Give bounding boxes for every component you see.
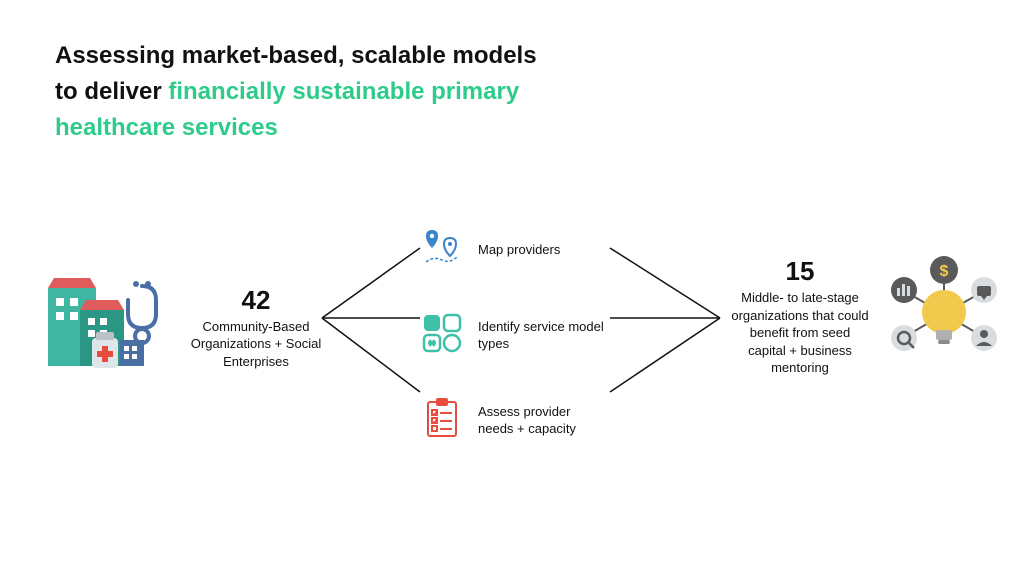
lightbulb-network-icon: $ (884, 254, 1004, 379)
hospital-icon (42, 270, 172, 385)
left-number: 42 (186, 285, 326, 316)
right-text-block: 15 Middle- to late-stage organizations t… (730, 256, 870, 377)
mid-row-2: Assess provider needs + capacity (420, 396, 620, 445)
mid-label-0: Map providers (478, 242, 608, 259)
map-pins-icon (420, 226, 464, 275)
mid-row-1: Identify service model types (420, 311, 620, 360)
grid-modules-icon (420, 311, 464, 360)
left-cluster: 42 Community-Based Organizations + Socia… (42, 270, 332, 385)
left-label: Community-Based Organizations + Social E… (186, 318, 326, 371)
title-line-3: healthcare services (55, 110, 615, 146)
mid-row-0: Map providers (420, 226, 620, 275)
mid-label-1: Identify service model types (478, 319, 608, 353)
title-plain-2: to deliver (55, 78, 168, 105)
right-cluster: 15 Middle- to late-stage organizations t… (730, 254, 1010, 379)
title-line-2: to deliver financially sustainable prima… (55, 74, 615, 110)
right-number: 15 (730, 256, 870, 287)
right-label: Middle- to late-stage organizations that… (730, 289, 870, 377)
page-title: Assessing market-based, scalable models … (55, 38, 615, 146)
clipboard-icon (420, 396, 464, 445)
svg-text:$: $ (940, 263, 949, 280)
middle-cluster: Map providers Identify service model typ… (420, 226, 620, 445)
title-line-1: Assessing market-based, scalable models (55, 38, 615, 74)
mid-label-2: Assess provider needs + capacity (478, 404, 608, 438)
left-text-block: 42 Community-Based Organizations + Socia… (186, 285, 326, 371)
title-accent-2: financially sustainable primary (168, 78, 519, 105)
